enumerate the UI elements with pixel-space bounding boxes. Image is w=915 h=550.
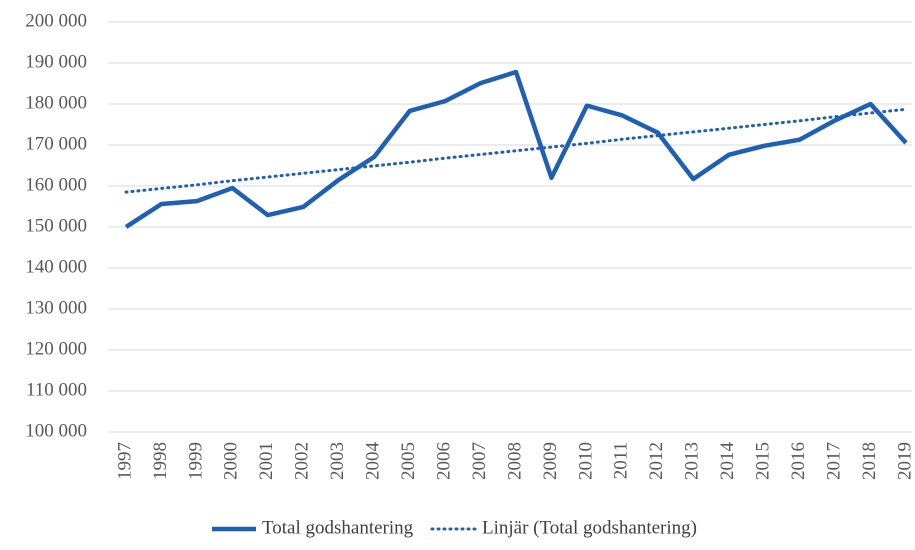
x-tick-label: 2001 xyxy=(256,442,277,480)
x-tick-label: 1997 xyxy=(114,442,135,480)
x-tick-label: 2016 xyxy=(788,442,809,480)
legend-label: Linjär (Total godshantering) xyxy=(482,517,697,538)
x-tick-label: 2003 xyxy=(327,442,348,480)
x-tick-label: 2008 xyxy=(504,442,525,480)
y-tick-label: 190 000 xyxy=(25,51,87,72)
x-tick-label: 2010 xyxy=(575,442,596,480)
x-tick-label: 2013 xyxy=(682,442,703,480)
y-tick-label: 120 000 xyxy=(25,338,87,359)
y-tick-label: 100 000 xyxy=(25,420,87,441)
x-tick-label: 2019 xyxy=(894,442,915,480)
series-line xyxy=(124,69,908,229)
x-tick-label: 2014 xyxy=(717,442,738,481)
y-tick-label: 140 000 xyxy=(25,256,87,277)
x-tick-label: 2007 xyxy=(469,442,490,480)
x-tick-label: 2006 xyxy=(433,442,454,480)
x-tick-label: 1998 xyxy=(150,442,171,480)
y-tick-label: 130 000 xyxy=(25,297,87,318)
legend: Total godshantering Linjär (Total godshan… xyxy=(212,517,697,538)
x-tick-label: 2009 xyxy=(540,442,561,480)
x-tick-label: 2002 xyxy=(292,442,313,480)
y-tick-label: 110 000 xyxy=(26,379,87,400)
x-tick-label: 2000 xyxy=(221,442,242,480)
y-tick-label: 200 000 xyxy=(25,10,87,31)
x-tick-label: 2005 xyxy=(398,442,419,480)
y-tick-label: 150 000 xyxy=(25,215,87,236)
y-tick-label: 160 000 xyxy=(25,174,87,195)
x-tick-label: 2017 xyxy=(823,442,844,480)
x-tick-label: 2011 xyxy=(611,442,632,479)
x-tick-label: 2018 xyxy=(859,442,880,480)
y-tick-label: 170 000 xyxy=(25,133,87,154)
x-tick-label: 2004 xyxy=(363,442,384,481)
x-tick-label: 1999 xyxy=(185,442,206,480)
x-tick-label: 2012 xyxy=(646,442,667,480)
x-tick-label: 2015 xyxy=(753,442,774,480)
y-tick-label: 180 000 xyxy=(25,92,87,113)
legend-label: Total godshantering xyxy=(262,517,414,538)
series-line xyxy=(124,107,908,194)
